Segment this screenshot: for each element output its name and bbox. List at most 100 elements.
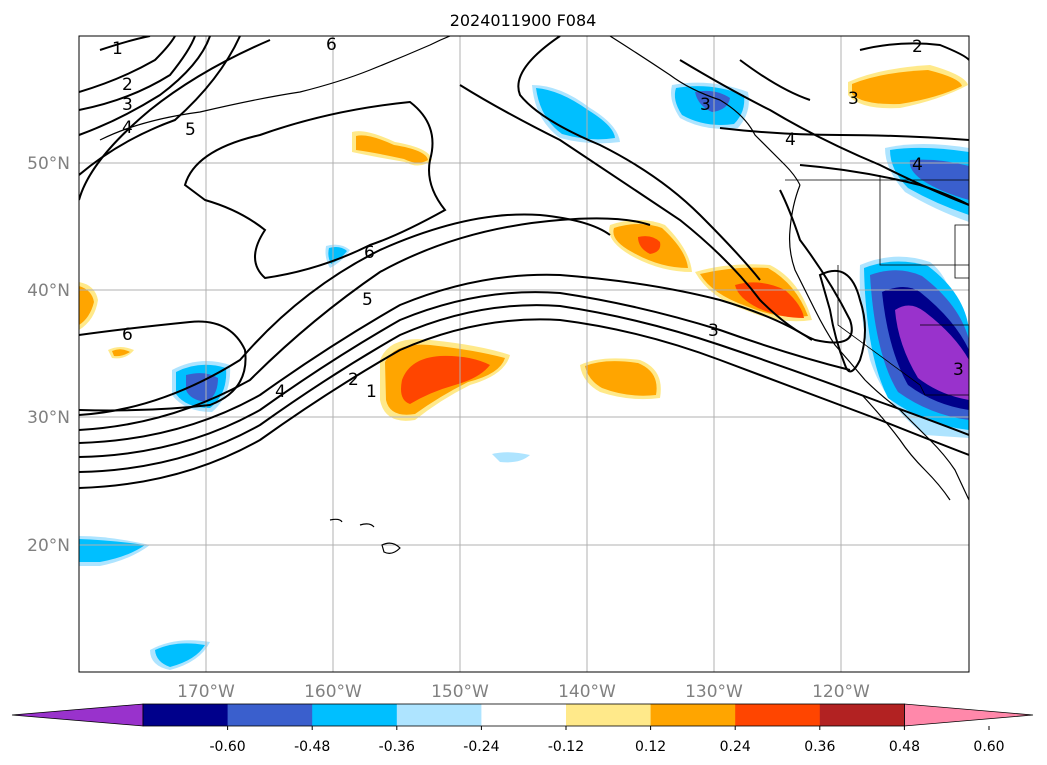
contour-line: [79, 36, 196, 111]
positive-anomaly-region: [585, 361, 657, 396]
anomaly-shading: [79, 65, 969, 670]
colorbar-segment: [735, 704, 821, 726]
contour-line: [517, 36, 761, 281]
colorbar-segment: [312, 704, 398, 726]
lon-label: 120°W: [812, 682, 870, 702]
contour-label: 1: [366, 382, 377, 402]
longitude-labels: 170°W 160°W 150°W 140°W 130°W 120°W: [177, 682, 870, 702]
contour-line: [859, 42, 969, 61]
colorbar-tick-label: 0.60: [973, 739, 1004, 755]
latitude-labels: 50°N 40°N 30°N 20°N: [27, 154, 70, 556]
contour-line: [79, 39, 271, 201]
colorbar-segment: [650, 704, 736, 726]
map-panel: 1 2 3 4 5 6 6 5 6 4 2 1 3 4 3 3 2 4 3: [78, 35, 970, 673]
colorbar-segment: [396, 704, 482, 726]
alaska-coast: [99, 36, 451, 141]
contour-label-group: 1 2 3 4 5 6 6 5 6 4 2 1 3 4 3 3 2 4 3: [112, 35, 964, 402]
colorbar-tick-label: 0.24: [720, 739, 751, 755]
contour-line: [459, 84, 853, 344]
contour-label: 6: [122, 325, 133, 345]
state-border: [879, 175, 969, 266]
positive-anomaly-region: [79, 286, 94, 325]
positive-anomaly-region: [112, 349, 130, 357]
contour-label: 2: [348, 370, 359, 390]
lon-label: 150°W: [431, 682, 489, 702]
map-frame: [78, 35, 970, 673]
positive-anomaly-region: [356, 135, 428, 163]
colorbar-segment: [819, 704, 905, 726]
contour-label: 3: [848, 89, 859, 109]
coastlines: [99, 36, 969, 554]
lon-label: 160°W: [304, 682, 362, 702]
negative-anomaly-region: [155, 643, 205, 667]
us-west-coast: [788, 184, 969, 501]
contour-line: [79, 291, 851, 458]
map-background: [79, 36, 969, 672]
lat-label: 20°N: [27, 536, 70, 556]
contour-label: 4: [275, 382, 286, 402]
graticule: [79, 36, 969, 672]
contour-label: 6: [364, 243, 375, 263]
colorbar-segment: [227, 704, 313, 726]
contour-label: 4: [122, 118, 133, 138]
hawaii-islands: [329, 518, 401, 554]
state-border: [837, 265, 969, 396]
negative-anomaly-region: [492, 452, 530, 463]
contour-line: [79, 304, 969, 473]
contour-line: [79, 318, 969, 489]
contour-line: [183, 100, 447, 280]
colorbar-extend-max: [904, 703, 1034, 727]
lat-label: 50°N: [27, 154, 70, 174]
contour-label: 5: [362, 290, 373, 310]
contour-line: [79, 213, 611, 416]
colorbar-segment: [566, 704, 652, 726]
colorbar-segment: [481, 704, 567, 726]
lon-label: 140°W: [558, 682, 616, 702]
contour-line: [99, 36, 151, 51]
contour-line: [719, 127, 969, 141]
contour-label: 3: [953, 360, 964, 380]
contour-line: [79, 320, 247, 412]
colorbar-tick-label: -0.60: [209, 739, 245, 755]
contour-label: 3: [708, 321, 719, 341]
colorbar-outline: [142, 703, 905, 727]
colorbar: -0.60 -0.48 -0.36 -0.24 -0.12 0.12 0.24 0.36 0.4…: [11, 703, 1034, 755]
contour-label: 3: [122, 95, 133, 115]
contour-line: [79, 273, 813, 444]
colorbar-tick-label: 0.48: [889, 739, 920, 755]
contour-line: [79, 36, 176, 93]
baja-coast: [861, 394, 951, 501]
figure-title: 2024011900 F084: [450, 11, 597, 30]
contour-label: 6: [326, 35, 337, 55]
lat-label: 30°N: [27, 408, 70, 428]
colorbar-tick-label: -0.12: [548, 739, 584, 755]
contour-lines: [79, 36, 969, 489]
positive-anomaly-region: [638, 236, 661, 254]
colorbar-tick-label: 0.36: [804, 739, 835, 755]
negative-anomaly-region: [186, 373, 218, 402]
contour-label: 1: [112, 39, 123, 59]
state-border: [954, 224, 969, 279]
negative-anomaly-region: [695, 90, 730, 112]
positive-anomaly-region: [852, 70, 962, 105]
contour-line: [79, 36, 241, 176]
contour-label: 3: [700, 95, 711, 115]
contour-line: [818, 270, 866, 373]
bc-coast: [609, 36, 801, 186]
negative-anomaly-region: [895, 305, 969, 400]
colorbar-tick-label: 0.12: [635, 739, 666, 755]
lat-label: 40°N: [27, 281, 70, 301]
positive-anomaly-region: [401, 355, 490, 404]
colorbar-tick-label: -0.48: [294, 739, 330, 755]
contour-label: 4: [912, 155, 923, 175]
negative-anomaly-region: [536, 88, 615, 140]
contour-label: 2: [912, 37, 923, 57]
political-borders: [785, 175, 969, 396]
contour-label: 2: [122, 75, 133, 95]
contour-label: 5: [185, 120, 196, 140]
contour-label: 4: [785, 130, 796, 150]
colorbar-tick-label: -0.24: [463, 739, 499, 755]
colorbar-tick-label: -0.36: [379, 739, 415, 755]
colorbar-segment: [143, 704, 229, 726]
